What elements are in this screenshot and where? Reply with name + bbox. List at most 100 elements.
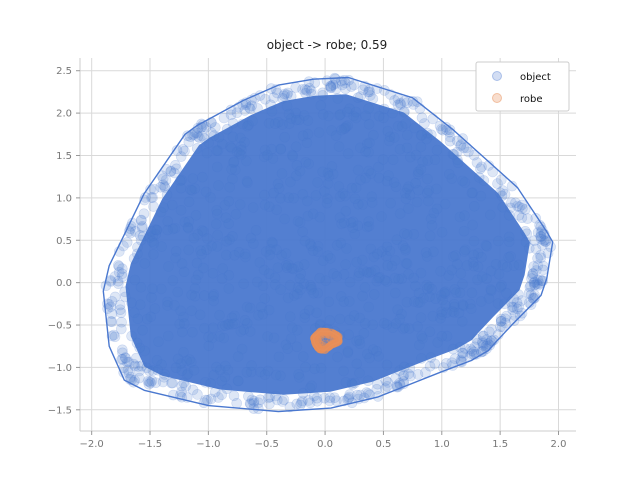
point-object (279, 131, 291, 143)
point-object (272, 262, 284, 274)
point-object (305, 279, 316, 291)
point-object (190, 274, 202, 286)
point-object (292, 288, 303, 300)
point-object (464, 298, 476, 310)
point-object (147, 236, 158, 247)
point-object (306, 88, 317, 100)
point-object (327, 168, 339, 180)
point-object (486, 324, 497, 335)
point-object (307, 245, 319, 257)
point-object (324, 81, 336, 92)
point-object (295, 268, 307, 280)
point-object (136, 222, 148, 233)
point-object (302, 115, 314, 126)
point-object (450, 250, 461, 261)
point-object (156, 283, 167, 295)
point-object (497, 259, 509, 271)
point-object (364, 90, 376, 101)
point-object (343, 296, 355, 307)
point-object (170, 246, 182, 257)
point-object (429, 154, 441, 166)
point-object (457, 347, 469, 359)
point-object (197, 171, 208, 183)
point-object (275, 370, 286, 382)
point-object (481, 241, 493, 252)
point-object (224, 319, 235, 330)
point-object (283, 192, 295, 203)
point-object (513, 301, 525, 313)
x-tick-label: −1.5 (138, 439, 162, 450)
point-object (178, 346, 189, 358)
point-object (317, 109, 329, 120)
point-object (531, 278, 543, 290)
point-object (492, 298, 504, 309)
point-object (485, 285, 497, 297)
point-object (133, 361, 144, 372)
point-object (141, 362, 153, 374)
point-object (457, 299, 469, 311)
point-object (311, 307, 323, 319)
point-object (155, 206, 167, 218)
point-object (183, 216, 195, 227)
point-object (466, 348, 478, 360)
point-object (162, 300, 173, 311)
point-object (415, 267, 427, 279)
point-object (145, 311, 157, 323)
point-object (382, 260, 394, 271)
legend-marker-robe (492, 93, 502, 103)
point-object (353, 335, 365, 346)
point-object (137, 221, 148, 232)
point-object (115, 304, 126, 316)
point-object (263, 201, 275, 212)
point-object (297, 189, 309, 200)
point-object (355, 174, 366, 186)
point-object (144, 232, 155, 243)
point-object (495, 315, 507, 327)
point-object (416, 112, 428, 124)
point-object (284, 401, 296, 413)
point-object (291, 398, 303, 410)
point-object (264, 391, 276, 403)
point-object (227, 318, 238, 330)
point-object (146, 192, 157, 203)
point-object (528, 261, 540, 272)
point-object (266, 236, 278, 248)
point-object (416, 130, 427, 141)
point-object (306, 284, 317, 295)
point-object (376, 211, 387, 222)
point-object (443, 168, 455, 180)
point-object (392, 99, 404, 111)
point-object (450, 287, 462, 298)
point-object (415, 312, 427, 323)
point-object (477, 340, 489, 351)
point-object (106, 296, 118, 307)
point-object (415, 164, 427, 175)
point-object (169, 299, 180, 311)
point-object (262, 149, 273, 161)
point-object (455, 140, 466, 151)
point-object (130, 352, 142, 364)
point-object (239, 137, 250, 148)
axes (79, 58, 576, 432)
point-object (143, 378, 155, 390)
point-object (191, 143, 203, 154)
point-object (177, 326, 188, 338)
point-object (390, 318, 402, 329)
point-object (327, 79, 339, 91)
point-object (344, 314, 356, 326)
point-object (532, 274, 544, 286)
point-object (317, 334, 329, 345)
point-object (291, 160, 303, 171)
point-object (414, 296, 426, 308)
point-object (508, 315, 520, 327)
point-object (387, 107, 398, 119)
point-object (347, 216, 359, 228)
point-object (221, 123, 233, 135)
point-object (235, 326, 247, 337)
point-object (186, 185, 198, 196)
point-object (135, 234, 147, 246)
point-object (114, 299, 126, 311)
point-object (477, 337, 488, 349)
point-object (429, 358, 441, 370)
point-object (191, 127, 203, 139)
